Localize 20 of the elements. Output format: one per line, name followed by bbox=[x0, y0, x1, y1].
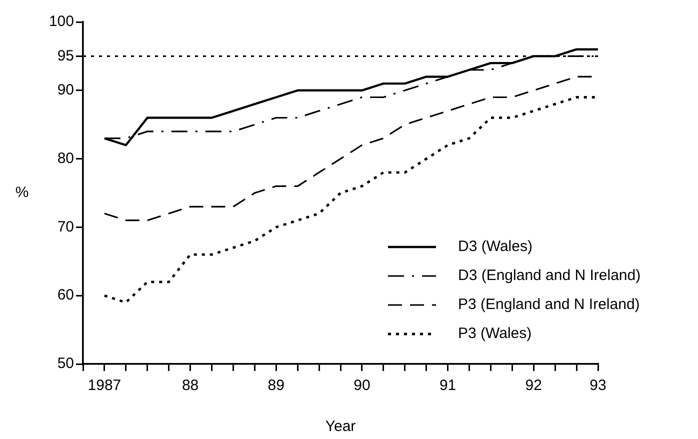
x-axis-title: Year bbox=[325, 418, 356, 435]
x-tick-label: 90 bbox=[354, 377, 370, 394]
y-tick-label: 95 bbox=[57, 47, 74, 64]
legend-label: P3 (Wales) bbox=[458, 325, 532, 342]
x-tick-label: 92 bbox=[525, 377, 542, 394]
x-tick-label: 91 bbox=[439, 377, 456, 394]
y-tick-label: 80 bbox=[57, 150, 74, 167]
x-tick-label: 93 bbox=[590, 377, 606, 394]
y-tick-label: 70 bbox=[57, 218, 74, 236]
x-tick-label: 88 bbox=[182, 377, 199, 394]
x-tick-label: 89 bbox=[268, 377, 284, 394]
y-tick-label: 50 bbox=[57, 355, 74, 372]
legend-label: P3 (England and N Ireland) bbox=[458, 296, 640, 314]
y-tick-label: 100 bbox=[48, 13, 74, 30]
x-tick-label: 1987 bbox=[88, 377, 122, 394]
y-tick-label: 60 bbox=[57, 286, 74, 304]
legend-label: D3 (Wales) bbox=[458, 238, 532, 256]
y-tick-label: 90 bbox=[57, 82, 74, 99]
legend-label: D3 (England and N Ireland) bbox=[458, 267, 641, 284]
y-axis-title: % bbox=[15, 184, 29, 202]
